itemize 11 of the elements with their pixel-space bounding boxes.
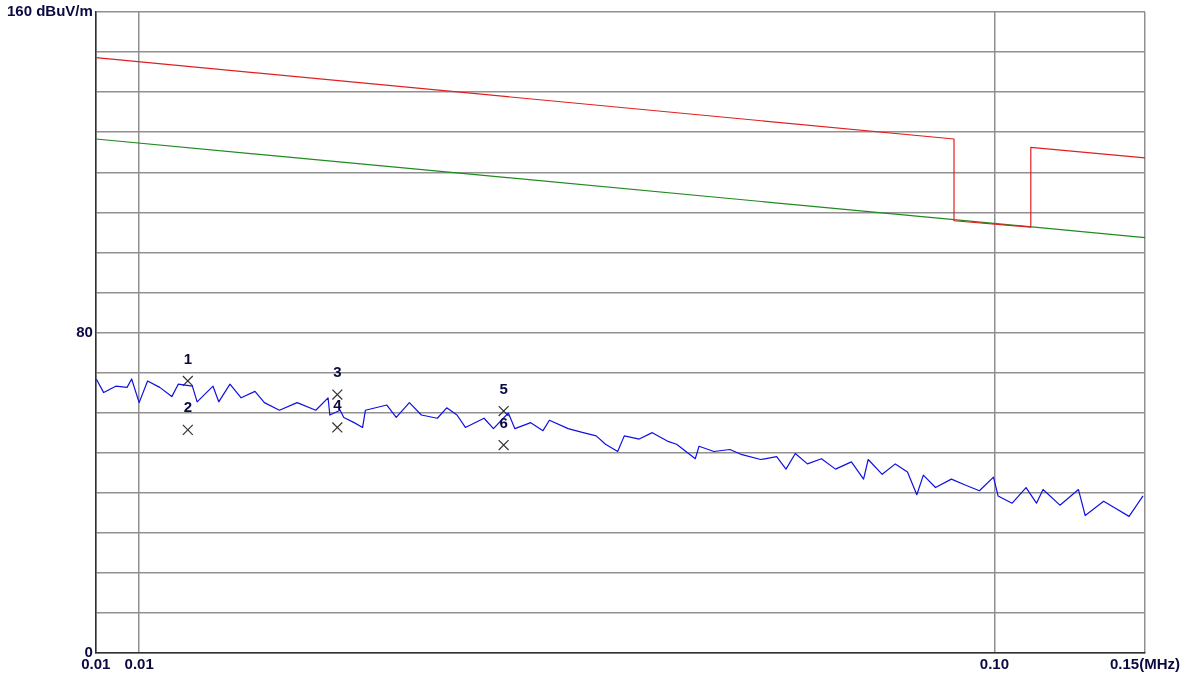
x-tick-label: 0.01	[124, 655, 154, 673]
x-tick-label: 0.15(MHz)	[1109, 655, 1180, 673]
x-tick-label: 0.10	[979, 655, 1009, 673]
annotation: 1	[183, 349, 192, 367]
y-tick-label: 160 dBuV/m	[6, 2, 93, 20]
annotation: 5	[499, 379, 508, 397]
annotation: 4	[333, 396, 343, 414]
annotation: 2	[183, 398, 192, 416]
annotation: 6	[499, 413, 508, 431]
annotation: 3	[333, 363, 342, 381]
y-tick-label: 80	[76, 322, 93, 340]
